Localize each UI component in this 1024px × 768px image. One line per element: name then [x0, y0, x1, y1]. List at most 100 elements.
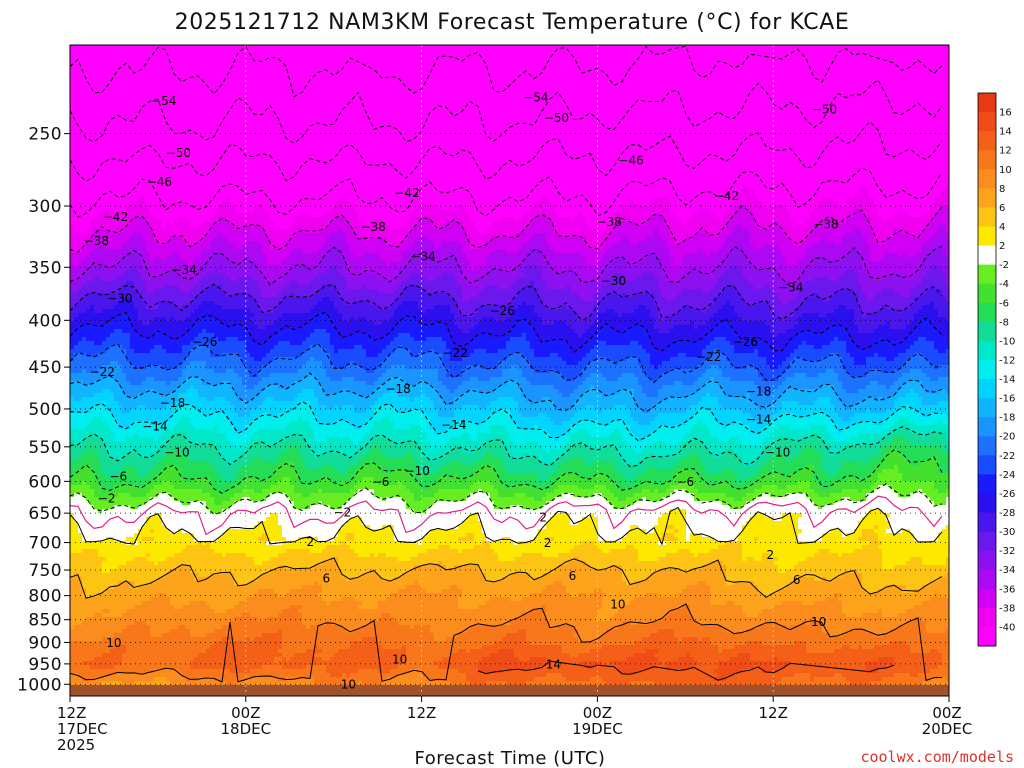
temperature-cell — [106, 57, 111, 62]
temperature-cell — [118, 657, 123, 662]
temperature-cell — [90, 609, 95, 614]
temperature-cell — [114, 129, 119, 134]
temperature-cell — [126, 233, 131, 238]
temperature-cell — [130, 93, 135, 98]
temperature-cell — [146, 461, 151, 466]
temperature-cell — [186, 533, 191, 538]
temperature-cell — [174, 53, 179, 58]
temperature-cell — [98, 577, 103, 582]
temperature-cell — [98, 533, 103, 538]
temperature-cell — [178, 637, 183, 642]
temperature-cell — [186, 361, 191, 366]
temperature-cell — [182, 637, 187, 642]
temperature-cell — [142, 117, 147, 122]
temperature-cell — [70, 189, 75, 194]
temperature-cell — [102, 313, 107, 318]
temperature-cell — [154, 233, 159, 238]
temperature-cell — [86, 513, 91, 518]
temperature-cell — [178, 161, 183, 166]
temperature-cell — [74, 481, 79, 486]
temperature-cell — [138, 157, 143, 162]
temperature-cell — [98, 153, 103, 158]
temperature-cell — [126, 81, 131, 86]
temperature-cell — [74, 201, 79, 206]
temperature-cell — [106, 349, 111, 354]
temperature-cell — [74, 205, 79, 210]
temperature-cell — [146, 669, 151, 674]
temperature-cell — [146, 261, 151, 266]
temperature-cell — [182, 289, 187, 294]
temperature-cell — [82, 469, 87, 474]
temperature-cell — [70, 197, 75, 202]
temperature-cell — [182, 389, 187, 394]
temperature-cell — [114, 561, 119, 566]
temperature-cell — [138, 81, 143, 86]
temperature-cell — [166, 129, 171, 134]
temperature-cell — [70, 309, 75, 314]
temperature-cell — [166, 61, 171, 66]
temperature-cell — [190, 289, 195, 294]
temperature-cell — [158, 569, 163, 574]
temperature-cell — [134, 237, 139, 242]
temperature-cell — [82, 417, 87, 422]
temperature-cell — [182, 65, 187, 70]
temperature-cell — [126, 77, 131, 82]
temperature-cell — [122, 421, 127, 426]
temperature-cell — [154, 633, 159, 638]
temperature-cell — [98, 473, 103, 478]
temperature-cell — [130, 409, 135, 414]
temperature-cell — [86, 205, 91, 210]
temperature-cell — [166, 341, 171, 346]
temperature-cell — [154, 101, 159, 106]
temperature-cell — [82, 481, 87, 486]
temperature-cell — [154, 601, 159, 606]
temperature-cell — [130, 309, 135, 314]
temperature-cell — [190, 117, 195, 122]
temperature-cell — [94, 417, 99, 422]
temperature-cell — [122, 237, 127, 242]
temperature-cell — [86, 105, 91, 110]
temperature-cell — [174, 73, 179, 78]
temperature-cell — [70, 405, 75, 410]
temperature-cell — [142, 161, 147, 166]
temperature-cell — [110, 533, 115, 538]
temperature-cell — [102, 237, 107, 242]
temperature-cell — [82, 149, 87, 154]
temperature-cell — [78, 361, 83, 366]
temperature-cell — [150, 481, 155, 486]
temperature-cell — [102, 449, 107, 454]
temperature-cell — [154, 225, 159, 230]
temperature-cell — [94, 185, 99, 190]
temperature-cell — [122, 289, 127, 294]
temperature-cell — [166, 441, 171, 446]
temperature-cell — [142, 233, 147, 238]
temperature-cell — [70, 145, 75, 150]
temperature-cell — [122, 333, 127, 338]
temperature-cell — [114, 65, 119, 70]
temperature-cell — [150, 485, 155, 490]
temperature-cell — [154, 389, 159, 394]
temperature-cell — [186, 305, 191, 310]
temperature-cell — [78, 169, 83, 174]
temperature-cell — [86, 601, 91, 606]
temperature-cell — [154, 197, 159, 202]
temperature-cell — [178, 377, 183, 382]
temperature-cell — [182, 125, 187, 130]
temperature-cell — [102, 305, 107, 310]
temperature-cell — [74, 397, 79, 402]
temperature-cell — [82, 145, 87, 150]
temperature-cell — [82, 637, 87, 642]
temperature-cell — [86, 537, 91, 542]
temperature-cell — [82, 357, 87, 362]
temperature-cell — [158, 469, 163, 474]
temperature-cell — [170, 177, 175, 182]
temperature-cell — [106, 101, 111, 106]
temperature-cell — [82, 109, 87, 114]
temperature-cell — [190, 181, 195, 186]
temperature-cell — [106, 245, 111, 250]
temperature-cell — [158, 361, 163, 366]
temperature-cell — [126, 57, 131, 62]
temperature-cell — [174, 545, 179, 550]
temperature-cell — [166, 49, 171, 54]
temperature-cell — [90, 681, 95, 686]
